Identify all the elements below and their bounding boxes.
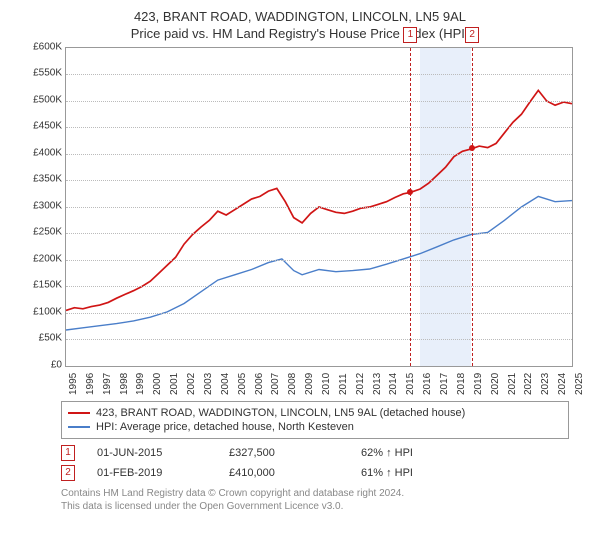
x-axis-label: 2016: [422, 372, 433, 394]
x-axis-label: 1997: [102, 372, 113, 394]
x-axis-label: 2015: [405, 372, 416, 394]
x-axis-label: 2002: [186, 372, 197, 394]
event-delta: 62% ↑ HPI: [361, 447, 413, 459]
series-line: [66, 90, 572, 310]
event-date: 01-JUN-2015: [97, 447, 207, 459]
y-axis-label: £550K: [20, 68, 62, 79]
series-line: [66, 196, 572, 330]
x-axis-label: 2006: [254, 372, 265, 394]
y-axis-label: £300K: [20, 200, 62, 211]
event-row: 2 01-FEB-2019 £410,000 61% ↑ HPI: [61, 463, 569, 483]
chart-title: 423, BRANT ROAD, WADDINGTON, LINCOLN, LN…: [8, 8, 592, 26]
x-axis-label: 2011: [338, 373, 349, 395]
data-point: [469, 145, 475, 151]
gridline: [66, 101, 572, 102]
x-axis-label: 2010: [321, 372, 332, 394]
y-axis-label: £450K: [20, 121, 62, 132]
gridline: [66, 154, 572, 155]
chart-subtitle: Price paid vs. HM Land Registry's House …: [8, 26, 592, 41]
x-axis-label: 2014: [388, 372, 399, 394]
gridline: [66, 260, 572, 261]
x-axis-label: 1996: [85, 372, 96, 394]
y-axis-label: £250K: [20, 227, 62, 238]
gridline: [66, 339, 572, 340]
event-id-box: 2: [61, 465, 75, 481]
x-axis-label: 2003: [203, 372, 214, 394]
plot-region: [65, 47, 573, 367]
x-axis-label: 2018: [456, 372, 467, 394]
y-axis-label: £600K: [20, 41, 62, 52]
x-axis-label: 2005: [237, 372, 248, 394]
x-axis-label: 2000: [152, 372, 163, 394]
event-row: 1 01-JUN-2015 £327,500 62% ↑ HPI: [61, 443, 569, 463]
y-axis-label: £50K: [20, 333, 62, 344]
y-axis-label: £500K: [20, 94, 62, 105]
x-axis-label: 2025: [574, 372, 585, 394]
footer: Contains HM Land Registry data © Crown c…: [61, 487, 569, 513]
event-date: 01-FEB-2019: [97, 467, 207, 479]
y-axis-label: £400K: [20, 147, 62, 158]
x-axis-label: 2001: [169, 372, 180, 394]
x-axis-label: 2024: [557, 372, 568, 394]
event-marker: 2: [465, 27, 479, 43]
x-axis-label: 2007: [270, 372, 281, 394]
legend-label: HPI: Average price, detached house, Nort…: [96, 421, 354, 433]
event-table: 1 01-JUN-2015 £327,500 62% ↑ HPI 2 01-FEB-201…: [61, 443, 569, 483]
event-id-box: 1: [61, 445, 75, 461]
legend-label: 423, BRANT ROAD, WADDINGTON, LINCOLN, LN…: [96, 407, 465, 419]
event-price: £410,000: [229, 467, 339, 479]
x-axis-label: 2023: [540, 372, 551, 394]
chart-container: 423, BRANT ROAD, WADDINGTON, LINCOLN, LN…: [0, 0, 600, 560]
gridline: [66, 233, 572, 234]
legend: 423, BRANT ROAD, WADDINGTON, LINCOLN, LN…: [61, 401, 569, 439]
legend-item: HPI: Average price, detached house, Nort…: [68, 420, 562, 434]
y-axis-label: £350K: [20, 174, 62, 185]
data-point: [407, 189, 413, 195]
legend-item: 423, BRANT ROAD, WADDINGTON, LINCOLN, LN…: [68, 406, 562, 420]
y-axis-label: £200K: [20, 253, 62, 264]
x-axis-label: 2012: [355, 372, 366, 394]
gridline: [66, 313, 572, 314]
gridline: [66, 127, 572, 128]
footer-line: Contains HM Land Registry data © Crown c…: [61, 487, 569, 500]
event-marker: 1: [403, 27, 417, 43]
x-axis-label: 2008: [287, 372, 298, 394]
event-price: £327,500: [229, 447, 339, 459]
event-vline: [472, 48, 473, 366]
x-axis-label: 2019: [473, 372, 484, 394]
legend-swatch: [68, 426, 90, 428]
x-axis-label: 1995: [68, 372, 79, 394]
footer-line: This data is licensed under the Open Gov…: [61, 500, 569, 513]
x-axis-label: 2017: [439, 372, 450, 394]
x-axis-label: 2013: [372, 372, 383, 394]
y-axis-label: £0: [20, 359, 62, 370]
chart-area: £0 £50K £100K £150K £200K £250K £300K £350K £400…: [20, 47, 580, 397]
gridline: [66, 207, 572, 208]
x-axis-label: 1998: [119, 372, 130, 394]
gridline: [66, 286, 572, 287]
x-axis-label: 2022: [523, 372, 534, 394]
event-vline: [410, 48, 411, 366]
gridline: [66, 180, 572, 181]
gridline: [66, 74, 572, 75]
x-axis-label: 1999: [135, 372, 146, 394]
y-axis-label: £150K: [20, 280, 62, 291]
x-axis-label: 2009: [304, 372, 315, 394]
event-delta: 61% ↑ HPI: [361, 467, 413, 479]
y-axis-label: £100K: [20, 306, 62, 317]
legend-swatch: [68, 412, 90, 414]
x-axis-label: 2004: [220, 372, 231, 394]
x-axis-label: 2020: [490, 372, 501, 394]
x-axis-label: 2021: [507, 372, 518, 394]
